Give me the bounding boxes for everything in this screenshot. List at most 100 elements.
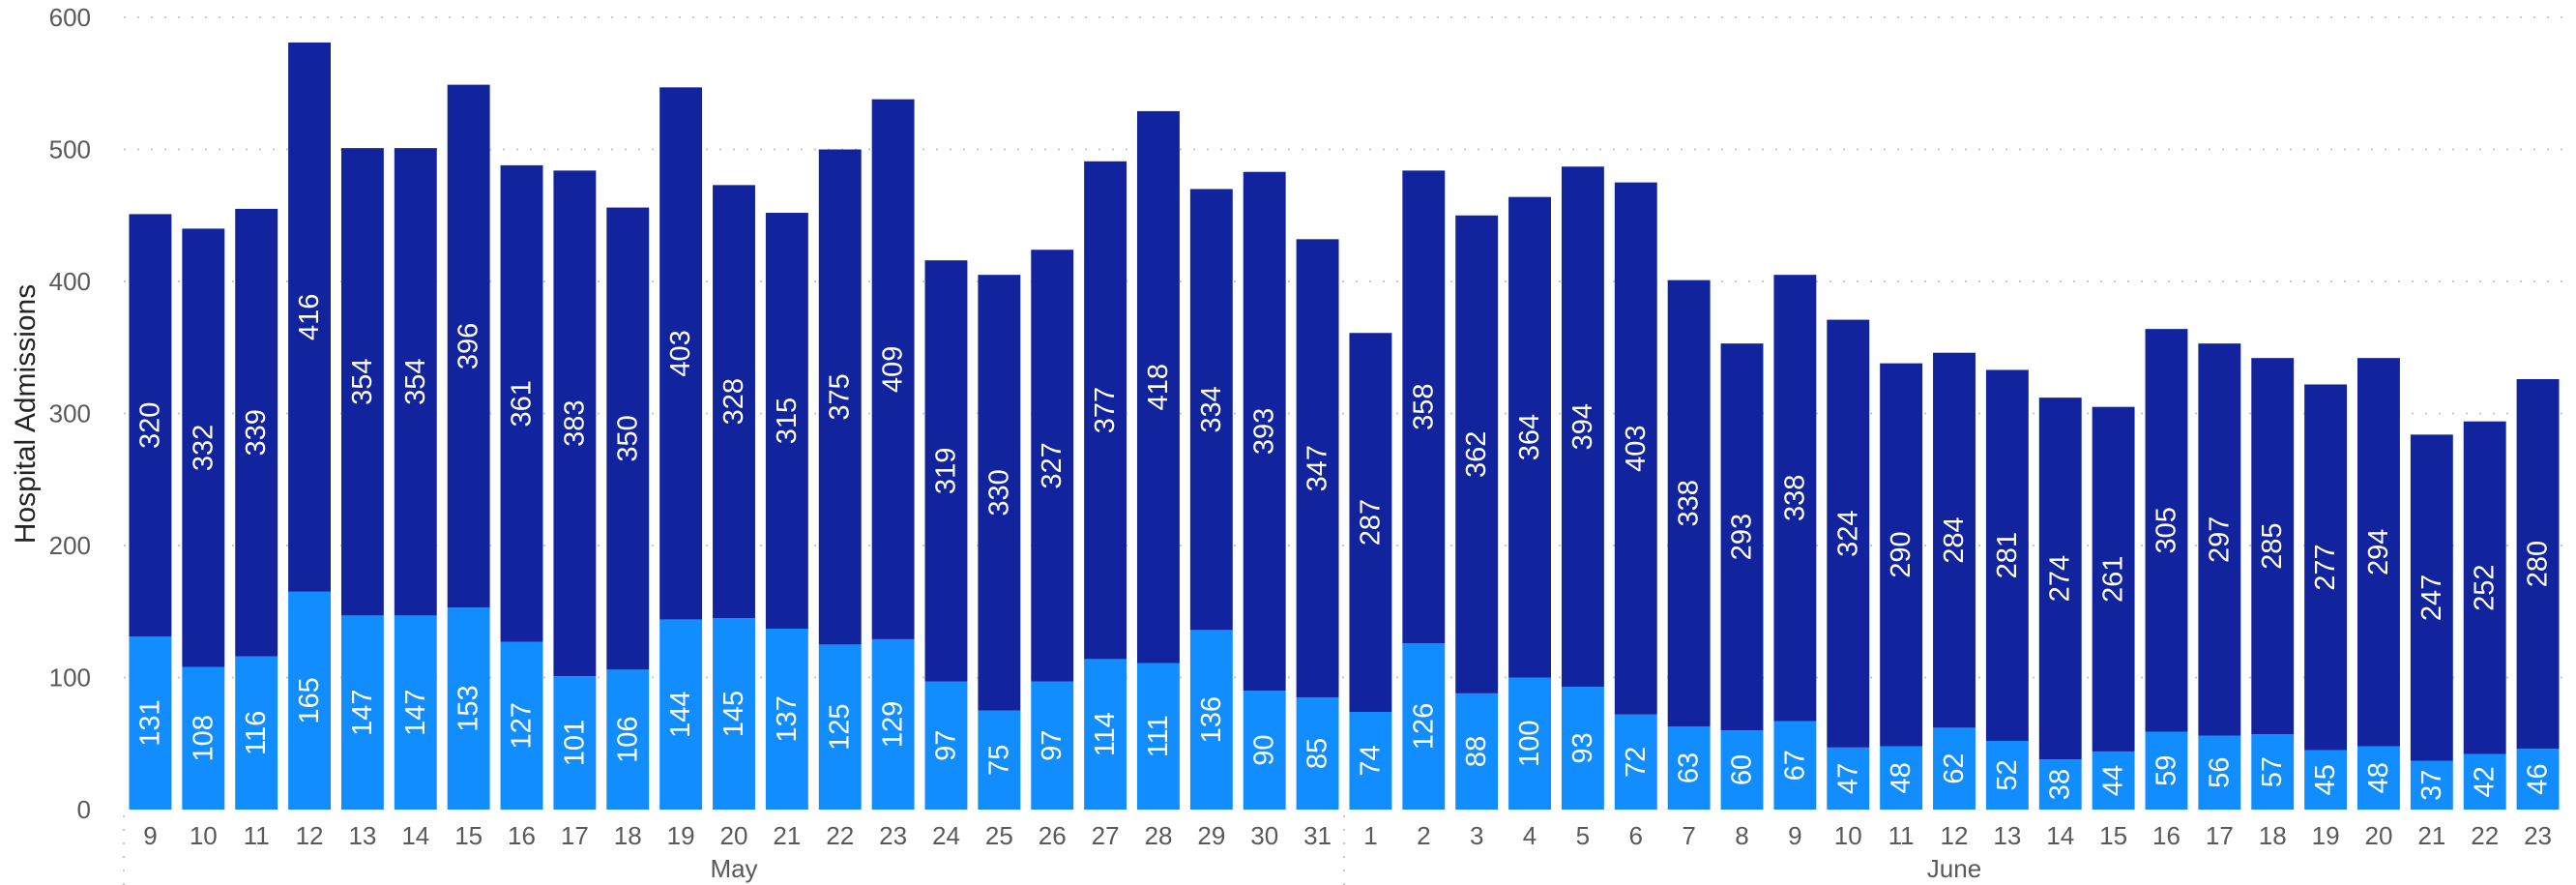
data-label: 114 bbox=[1090, 712, 1121, 756]
x-tick-label: 21 bbox=[2417, 821, 2445, 850]
bar-segment-lower bbox=[288, 591, 331, 810]
y-tick-label: 300 bbox=[49, 399, 91, 428]
bar-segment-lower bbox=[2463, 753, 2506, 810]
bar-segment-upper bbox=[1985, 369, 2029, 742]
bar-segment-upper bbox=[2251, 358, 2295, 735]
data-label: 57 bbox=[2257, 756, 2288, 787]
data-label: 320 bbox=[134, 402, 165, 449]
data-label: 284 bbox=[1939, 516, 1970, 563]
data-label: 332 bbox=[188, 425, 219, 471]
data-label: 44 bbox=[2098, 765, 2129, 796]
x-tick-label: 11 bbox=[244, 821, 270, 850]
bar-segment-upper bbox=[713, 185, 755, 619]
bar-segment-lower bbox=[1773, 721, 1817, 810]
x-axis: 9 10 11 12 13 14 15 16 17 18 19 20 21 22 23 24 25 26 27 28 2… bbox=[123, 815, 2552, 885]
x-tick-label: 23 bbox=[2524, 821, 2552, 850]
bar-segment-upper bbox=[2357, 358, 2400, 747]
bar-segment-lower bbox=[1137, 663, 1180, 810]
data-label: 127 bbox=[507, 702, 538, 749]
bar-segment-upper bbox=[1455, 215, 1499, 693]
bar-segment-upper bbox=[288, 42, 331, 592]
data-label: 90 bbox=[1249, 734, 1280, 765]
data-label: 347 bbox=[1303, 445, 1333, 491]
bar-segment-lower bbox=[235, 656, 278, 810]
bar-segment-upper bbox=[447, 84, 490, 608]
bar-segment-upper bbox=[765, 213, 808, 629]
bar-segment-lower bbox=[871, 638, 915, 810]
data-label: 403 bbox=[1621, 425, 1652, 471]
bar-segment-upper bbox=[1296, 239, 1339, 697]
data-label: 354 bbox=[400, 359, 431, 405]
bar-segment-lower bbox=[1084, 659, 1127, 810]
bar-segment-lower bbox=[182, 666, 225, 810]
bar-segment-lower bbox=[500, 641, 543, 810]
bar-segment-upper bbox=[1137, 110, 1180, 664]
data-label: 125 bbox=[825, 703, 856, 750]
data-label: 136 bbox=[1196, 696, 1227, 743]
data-label: 361 bbox=[507, 380, 538, 427]
data-label: 319 bbox=[930, 448, 961, 494]
bar-segment-lower bbox=[1827, 747, 1870, 810]
data-label: 394 bbox=[1567, 403, 1598, 450]
data-label: 145 bbox=[718, 691, 749, 737]
bar-segment-upper bbox=[1614, 182, 1657, 715]
x-tick-label: 19 bbox=[667, 821, 695, 850]
data-label: 88 bbox=[1461, 736, 1492, 767]
x-tick-label: 12 bbox=[296, 821, 324, 850]
bar-segment-upper bbox=[1773, 275, 1817, 722]
bar-segment-upper bbox=[2516, 379, 2560, 750]
data-label: 63 bbox=[1674, 752, 1705, 783]
data-label: 56 bbox=[2204, 757, 2235, 788]
data-label: 354 bbox=[347, 359, 378, 405]
bar-segment-lower bbox=[1455, 693, 1499, 810]
x-tick-label: 24 bbox=[932, 821, 960, 850]
y-tick-label: 600 bbox=[49, 3, 91, 32]
data-label: 67 bbox=[1779, 750, 1810, 781]
bar-segment-upper bbox=[1243, 171, 1286, 692]
x-tick-label: 13 bbox=[1993, 821, 2021, 850]
x-tick-label: 15 bbox=[2099, 821, 2127, 850]
bar-segment-upper bbox=[1720, 343, 1764, 731]
data-label: 126 bbox=[1408, 703, 1439, 750]
bar-segment-lower bbox=[2198, 735, 2241, 810]
x-tick-label: 30 bbox=[1250, 821, 1278, 850]
data-label: 334 bbox=[1196, 386, 1227, 432]
bar-segment-upper bbox=[1561, 166, 1604, 688]
x-tick-label: 18 bbox=[614, 821, 642, 850]
x-tick-label: 12 bbox=[1941, 821, 1969, 850]
bar-segment-lower bbox=[1933, 727, 1976, 810]
bar-segment-upper bbox=[2145, 329, 2188, 732]
bar-segment-lower bbox=[2304, 750, 2348, 810]
data-label: 48 bbox=[1886, 762, 1917, 793]
data-label: 261 bbox=[2098, 556, 2129, 603]
bar-segment-lower bbox=[1880, 746, 1923, 810]
data-label: 396 bbox=[454, 323, 484, 369]
x-tick-label: 9 bbox=[1788, 821, 1801, 850]
x-tick-label: 22 bbox=[2471, 821, 2499, 850]
data-label: 403 bbox=[665, 330, 696, 376]
y-axis: 0 100 200 300 400 500 600 bbox=[49, 3, 91, 824]
bar-segment-upper bbox=[1084, 161, 1127, 660]
data-label: 72 bbox=[1621, 747, 1652, 778]
data-label: 375 bbox=[825, 373, 856, 420]
data-label: 62 bbox=[1939, 753, 1970, 784]
data-label: 358 bbox=[1408, 383, 1439, 429]
x-tick-label: 21 bbox=[773, 821, 801, 850]
data-label: 324 bbox=[1832, 511, 1863, 557]
data-label: 75 bbox=[983, 745, 1014, 776]
x-tick-label: 26 bbox=[1039, 821, 1067, 850]
bar-segment-upper bbox=[1933, 352, 1976, 728]
x-tick-label: 10 bbox=[190, 821, 218, 850]
data-label: 137 bbox=[772, 695, 803, 742]
x-tick-label: 29 bbox=[1197, 821, 1225, 850]
data-label: 280 bbox=[2523, 541, 2554, 587]
data-label: 42 bbox=[2470, 766, 2501, 797]
bar-segment-lower bbox=[2038, 759, 2082, 810]
bar-segment-lower bbox=[1985, 741, 2029, 810]
bar-segment-upper bbox=[235, 208, 278, 657]
x-tick-label: 27 bbox=[1092, 821, 1120, 850]
bar-segment-lower bbox=[1508, 677, 1551, 810]
data-label: 38 bbox=[2045, 769, 2076, 800]
bar-segment-upper bbox=[659, 87, 703, 620]
x-tick-label: 16 bbox=[2152, 821, 2181, 850]
